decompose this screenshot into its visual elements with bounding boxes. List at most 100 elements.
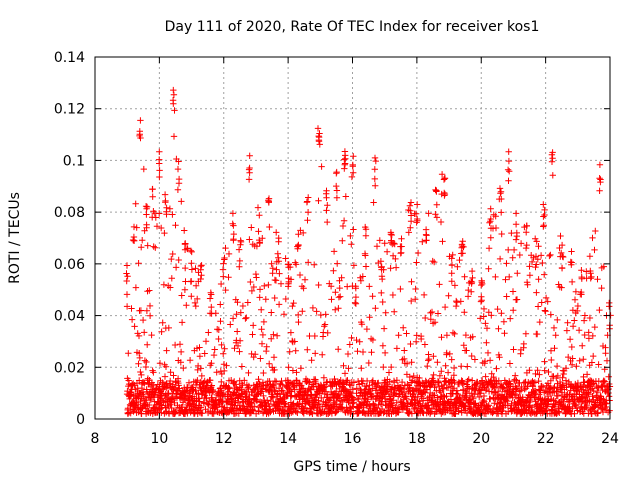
data-point xyxy=(250,283,257,291)
data-point xyxy=(292,347,299,354)
data-point xyxy=(317,311,324,319)
data-point xyxy=(228,398,236,405)
data-point xyxy=(222,244,229,252)
data-point xyxy=(503,293,510,300)
data-point xyxy=(161,373,169,380)
data-point xyxy=(272,277,280,284)
data-point xyxy=(333,388,340,395)
data-point xyxy=(167,401,174,408)
data-point xyxy=(149,185,156,193)
data-point xyxy=(170,372,177,379)
data-point xyxy=(250,353,257,361)
data-point xyxy=(369,385,376,392)
data-point xyxy=(183,387,190,394)
data-point xyxy=(133,224,140,231)
data-point xyxy=(339,237,346,244)
data-point xyxy=(430,353,437,360)
data-point xyxy=(186,357,194,364)
data-point xyxy=(192,302,199,310)
data-point xyxy=(264,397,271,404)
data-point xyxy=(369,336,377,344)
data-point xyxy=(194,377,201,384)
data-point xyxy=(571,401,579,408)
data-point xyxy=(581,331,588,339)
data-point xyxy=(178,292,185,299)
data-point xyxy=(453,387,461,394)
data-point xyxy=(596,187,603,194)
data-point xyxy=(192,265,199,272)
data-point xyxy=(324,202,331,209)
data-point xyxy=(236,263,243,270)
data-point xyxy=(312,376,319,383)
data-point xyxy=(372,305,379,312)
data-point xyxy=(351,299,359,306)
data-point xyxy=(379,275,386,283)
data-point xyxy=(156,167,163,174)
data-point xyxy=(371,154,379,162)
x-tick-label: 10 xyxy=(150,431,168,447)
data-point xyxy=(495,377,502,384)
data-point xyxy=(487,225,495,232)
data-point xyxy=(462,331,470,339)
data-point xyxy=(158,328,165,335)
data-point xyxy=(478,279,485,286)
data-point xyxy=(469,333,476,340)
data-point xyxy=(456,256,463,264)
data-point xyxy=(248,224,255,231)
data-point xyxy=(563,327,571,334)
data-point xyxy=(504,166,512,173)
data-point xyxy=(499,384,506,392)
data-point xyxy=(397,285,404,293)
data-point xyxy=(408,359,415,366)
data-point xyxy=(137,117,144,124)
data-point xyxy=(208,303,215,311)
data-point xyxy=(166,205,174,212)
data-point xyxy=(585,391,592,398)
data-point xyxy=(194,295,201,303)
data-point xyxy=(532,370,539,378)
data-point xyxy=(225,274,232,281)
data-point xyxy=(334,260,341,267)
data-point xyxy=(459,380,466,388)
data-point xyxy=(165,324,172,332)
data-point xyxy=(373,243,381,250)
data-point xyxy=(274,250,281,257)
data-point xyxy=(163,208,170,215)
data-point xyxy=(434,359,441,366)
data-point xyxy=(571,410,578,417)
data-point xyxy=(531,379,538,386)
data-point xyxy=(276,270,283,277)
data-point xyxy=(176,341,184,348)
data-point xyxy=(439,238,446,245)
data-point xyxy=(259,385,266,392)
data-point xyxy=(295,311,302,319)
data-point xyxy=(188,248,195,256)
data-point xyxy=(143,307,151,314)
data-point xyxy=(549,172,556,179)
data-point xyxy=(421,341,429,348)
data-point xyxy=(136,377,143,384)
data-point xyxy=(320,374,328,381)
data-point xyxy=(540,222,547,229)
data-point xyxy=(214,408,221,416)
data-point xyxy=(278,387,285,394)
data-point xyxy=(271,294,278,302)
data-series xyxy=(123,86,614,417)
data-point xyxy=(547,347,555,354)
data-point xyxy=(418,335,425,343)
data-point xyxy=(586,253,594,260)
data-point xyxy=(382,309,389,316)
data-point xyxy=(400,324,407,331)
data-point xyxy=(510,346,517,353)
data-point xyxy=(315,281,322,289)
data-point xyxy=(405,229,412,236)
data-point xyxy=(481,398,488,405)
data-point xyxy=(513,296,521,303)
data-point xyxy=(498,209,505,216)
data-point xyxy=(316,130,323,137)
data-point xyxy=(443,332,451,339)
data-point xyxy=(516,251,523,259)
data-point xyxy=(314,125,322,132)
data-point xyxy=(548,158,556,165)
data-point xyxy=(371,175,378,183)
